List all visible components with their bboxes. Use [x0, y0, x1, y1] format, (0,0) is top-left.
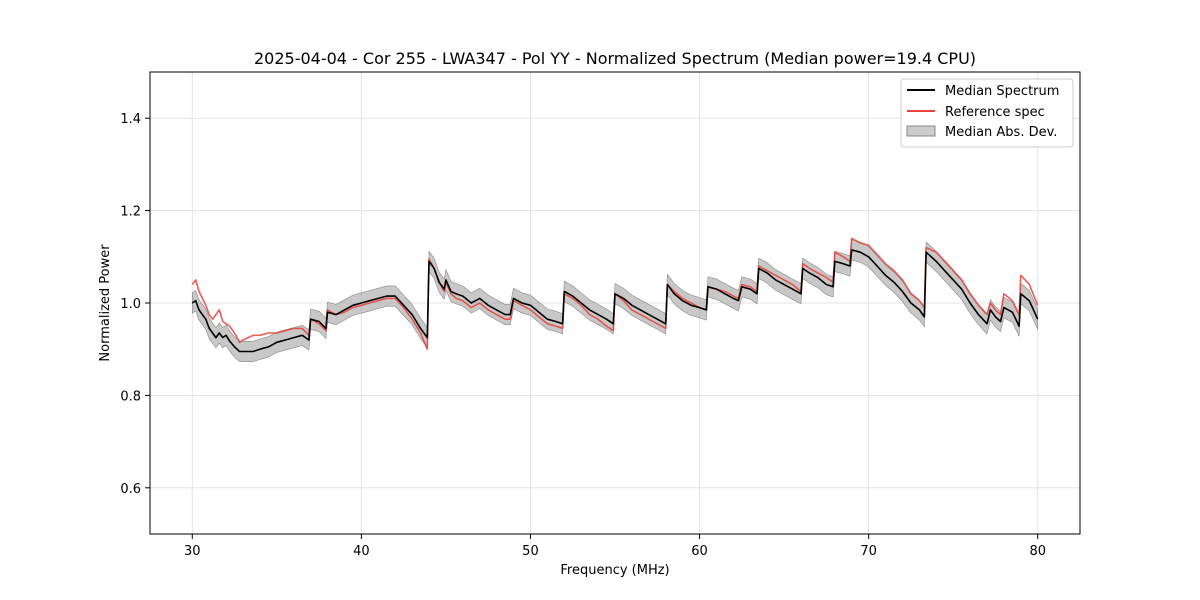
y-tick-label: 0.6: [120, 482, 141, 497]
series-layer: [191, 237, 1039, 353]
x-tick-label: 80: [1029, 544, 1046, 559]
chart-title: 2025-04-04 - Cor 255 - LWA347 - Pol YY -…: [254, 49, 976, 68]
y-axis-label: Normalized Power: [98, 244, 113, 362]
legend-mad-label: Median Abs. Dev.: [945, 125, 1057, 140]
legend-reference-label: Reference spec: [945, 105, 1045, 120]
y-tick-label: 1.4: [120, 112, 141, 127]
legend-box: [900, 78, 1074, 148]
legend: Median Spectrum Reference spec Median Ab…: [900, 78, 1074, 148]
x-tick-label: 60: [691, 544, 708, 559]
y-axis: 0.6 0.8 1.0 1.2 1.4: [120, 112, 150, 497]
reference-spec-line: [191, 237, 1039, 351]
legend-mad-swatch: [906, 125, 936, 137]
y-tick-label: 0.8: [120, 389, 141, 404]
y-tick-label: 1.0: [120, 297, 141, 312]
y-tick-label: 1.2: [120, 205, 141, 220]
x-tick-label: 50: [522, 544, 539, 559]
x-tick-label: 30: [184, 544, 201, 559]
x-axis-label: Frequency (MHz): [560, 563, 669, 578]
x-axis: 30 40 50 60 70 80: [184, 534, 1046, 559]
x-tick-label: 40: [353, 544, 370, 559]
x-tick-label: 70: [860, 544, 877, 559]
legend-median-label: Median Spectrum: [945, 84, 1059, 99]
median-spectrum-line: [191, 249, 1039, 353]
